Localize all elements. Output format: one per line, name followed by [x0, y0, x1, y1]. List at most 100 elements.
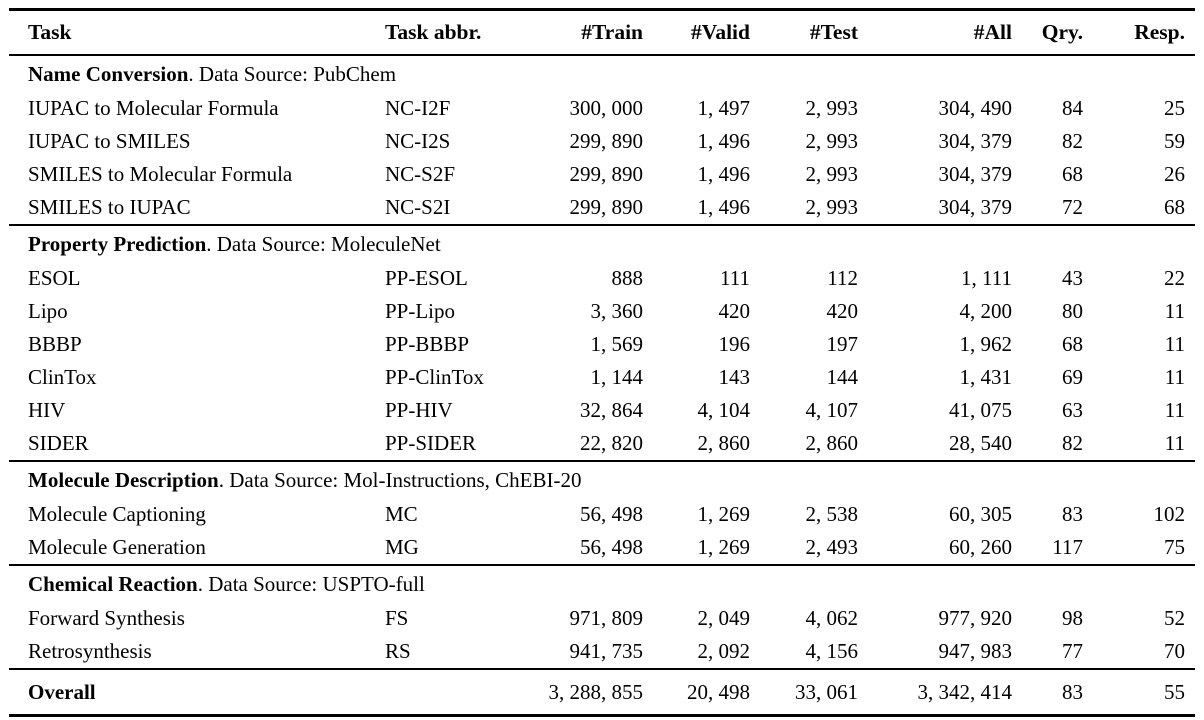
cell-resp: 11 — [1164, 332, 1185, 356]
cell-train: 32, 864 — [580, 398, 643, 422]
dataset-statistics-table: Task Task abbr. #Train #Valid #Test #All Qry. R… — [9, 8, 1195, 717]
cell-train: 3, 288, 855 — [535, 668, 643, 716]
section-header-row: Name Conversion. Data Source: PubChem — [9, 54, 1195, 92]
cell-train: 299, 890 — [569, 195, 644, 219]
column-header-test: #Test — [750, 9, 858, 56]
cell-resp: 52 — [1164, 606, 1185, 630]
cell-abbr: PP-HIV — [385, 398, 453, 422]
cell-qry: 117 — [1052, 535, 1083, 559]
cell-all: 60, 260 — [949, 535, 1012, 559]
cell-qry: 84 — [1062, 96, 1083, 120]
cell-all: 1, 431 — [959, 365, 1013, 389]
cell-test: 33, 061 — [750, 668, 858, 716]
cell-all: 60, 305 — [949, 502, 1012, 526]
cell-abbr: PP-ClinTox — [385, 365, 484, 389]
cell-valid: 1, 269 — [697, 535, 751, 559]
table-row: SIDER PP-SIDER 22, 820 2, 860 2, 860 28, 540 8… — [9, 427, 1195, 461]
cell-abbr: NC-I2F — [385, 96, 451, 120]
cell-test: 2, 860 — [805, 431, 859, 455]
table-row: Molecule Captioning MC 56, 498 1, 269 2, 538… — [9, 498, 1195, 531]
header-row: Task Task abbr. #Train #Valid #Test #All Qry. R… — [9, 9, 1195, 56]
section-title: Molecule Description — [28, 467, 219, 492]
cell-qry: 82 — [1062, 129, 1083, 153]
cell-all: 4, 200 — [959, 299, 1013, 323]
cell-qry: 63 — [1062, 398, 1083, 422]
cell-test: 2, 993 — [805, 96, 859, 120]
cell-resp: 102 — [1153, 502, 1186, 526]
cell-all: 28, 540 — [949, 431, 1012, 455]
cell-resp: 55 — [1083, 668, 1195, 716]
section-header-cell: Property Prediction. Data Source: Molecu… — [9, 224, 1195, 262]
table-row: IUPAC to SMILES NC-I2S 299, 890 1, 496 2, 99… — [9, 125, 1195, 158]
cell-valid: 20, 498 — [643, 668, 750, 716]
cell-abbr: NC-S2F — [385, 162, 456, 186]
cell-qry: 82 — [1062, 431, 1083, 455]
cell-train: 299, 890 — [569, 129, 644, 153]
cell-valid: 2, 860 — [697, 431, 751, 455]
cell-resp: 75 — [1164, 535, 1185, 559]
cell-resp: 11 — [1164, 398, 1185, 422]
cell-task: Lipo — [28, 299, 68, 323]
cell-resp: 68 — [1164, 195, 1185, 219]
cell-valid: 196 — [718, 332, 751, 356]
table-row: ESOL PP-ESOL 888 111 112 1, 111 43 22 — [9, 262, 1195, 295]
cell-abbr: PP-Lipo — [385, 299, 456, 323]
cell-test: 4, 062 — [805, 606, 859, 630]
table-row: BBBP PP-BBBP 1, 569 196 197 1, 962 68 11 — [9, 328, 1195, 361]
cell-valid: 1, 497 — [697, 96, 751, 120]
cell-qry: 80 — [1062, 299, 1083, 323]
cell-train: 299, 890 — [569, 162, 644, 186]
cell-test: 2, 993 — [805, 195, 859, 219]
cell-all: 977, 920 — [938, 606, 1013, 630]
cell-task: SIDER — [28, 431, 89, 455]
section-data-source: . Data Source: PubChem — [188, 61, 397, 86]
section-data-source: . Data Source: MoleculeNet — [206, 231, 441, 256]
cell-test: 2, 538 — [805, 502, 859, 526]
cell-valid: 4, 104 — [697, 398, 751, 422]
cell-resp: 70 — [1164, 639, 1185, 663]
section-title: Name Conversion — [28, 61, 189, 86]
cell-abbr: MC — [385, 502, 418, 526]
cell-all: 3, 342, 414 — [858, 668, 1012, 716]
column-header-abbr: Task abbr. — [385, 9, 535, 56]
table-row: Lipo PP-Lipo 3, 360 420 420 4, 200 80 11 — [9, 295, 1195, 328]
column-header-resp: Resp. — [1083, 9, 1195, 56]
cell-task: SMILES to IUPAC — [28, 195, 191, 219]
section-title: Property Prediction — [28, 231, 207, 256]
cell-train: 300, 000 — [569, 96, 644, 120]
section-header-cell: Name Conversion. Data Source: PubChem — [9, 54, 1195, 92]
cell-task: Molecule Generation — [28, 535, 206, 559]
table-row: ClinTox PP-ClinTox 1, 144 143 144 1, 431 69 11 — [9, 361, 1195, 394]
cell-all: 304, 379 — [938, 195, 1013, 219]
cell-train: 1, 144 — [590, 365, 644, 389]
cell-all: 41, 075 — [949, 398, 1012, 422]
cell-abbr: FS — [385, 606, 409, 630]
cell-abbr: RS — [385, 639, 411, 663]
cell-task: HIV — [28, 398, 66, 422]
column-header-train: #Train — [535, 9, 643, 56]
table-row: HIV PP-HIV 32, 864 4, 104 4, 107 41, 075 63 11 — [9, 394, 1195, 427]
cell-valid: 420 — [718, 299, 751, 323]
cell-all: 947, 983 — [938, 639, 1013, 663]
cell-task: ESOL — [28, 266, 81, 290]
cell-valid: 1, 269 — [697, 502, 751, 526]
cell-all: 304, 490 — [938, 96, 1013, 120]
cell-valid: 1, 496 — [697, 195, 751, 219]
cell-resp: 25 — [1164, 96, 1185, 120]
cell-valid: 1, 496 — [697, 162, 751, 186]
section-header-row: Property Prediction. Data Source: Molecu… — [9, 224, 1195, 262]
section-header-row: Molecule Description. Data Source: Mol-I… — [9, 460, 1195, 498]
cell-train: 888 — [611, 266, 644, 290]
cell-task: Retrosynthesis — [28, 639, 152, 663]
cell-train: 941, 735 — [569, 639, 644, 663]
cell-qry: 83 — [1012, 668, 1083, 716]
overall-label-cell: Overall — [9, 668, 385, 716]
cell-test: 112 — [827, 266, 858, 290]
cell-task: IUPAC to Molecular Formula — [28, 96, 279, 120]
table-row: Molecule Generation MG 56, 498 1, 269 2, 493… — [9, 531, 1195, 565]
section-header-row: Chemical Reaction. Data Source: USPTO-fu… — [9, 564, 1195, 602]
cell-task: SMILES to Molecular Formula — [28, 162, 293, 186]
cell-qry: 72 — [1062, 195, 1083, 219]
cell-abbr: NC-S2I — [385, 195, 451, 219]
